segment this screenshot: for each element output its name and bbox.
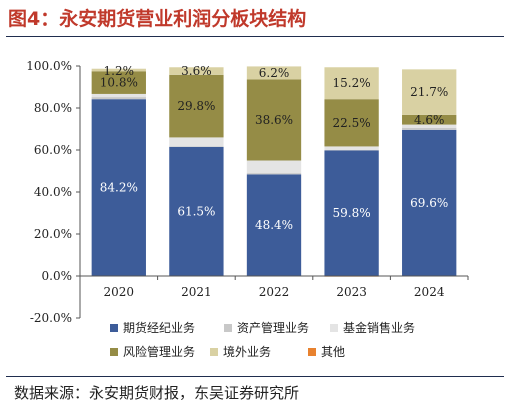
legend-swatch	[308, 348, 316, 356]
chart-area: -20.0% 0.0% 20.0% 40.0% 60.0% 80.0% 100.0% 2020…	[0, 40, 509, 374]
bar-segment	[169, 146, 224, 147]
bar-segment	[324, 146, 379, 150]
bar-segment	[91, 71, 146, 94]
legend-swatch	[110, 324, 118, 332]
data-label: 38.6%	[255, 113, 293, 127]
y-tick-label: 80.0%	[34, 101, 72, 115]
data-label: 61.5%	[177, 204, 215, 218]
x-tick-label: 2024	[414, 285, 445, 299]
y-tick-label: 60.0%	[34, 143, 72, 157]
bar-segment	[246, 174, 302, 276]
data-label: 48.4%	[255, 218, 293, 232]
data-label: 3.6%	[181, 64, 212, 78]
data-label: 6.2%	[259, 66, 290, 80]
legend-swatch	[110, 348, 118, 356]
bar-segment	[324, 67, 379, 100]
bar-segment	[246, 173, 302, 175]
bar-segment	[169, 74, 224, 138]
bar-segment	[246, 66, 302, 80]
data-label: 69.6%	[410, 196, 448, 210]
data-label: 21.7%	[410, 85, 448, 99]
bar-segment	[169, 137, 224, 147]
bar-segment	[402, 127, 457, 130]
data-label: 59.8%	[333, 206, 371, 220]
source-note: 数据来源：永安期货财报，东吴证券研究所	[14, 384, 300, 402]
bar-segment	[324, 150, 379, 276]
data-label: 22.5%	[333, 116, 371, 130]
x-tick-label: 2022	[259, 285, 290, 299]
data-label: 1.2%	[104, 64, 135, 78]
legend-swatch	[224, 324, 232, 332]
bar-segment	[246, 79, 302, 161]
title-divider	[6, 36, 504, 37]
source-divider	[6, 376, 504, 377]
legend-swatch	[330, 324, 338, 332]
data-label: 29.8%	[177, 99, 215, 113]
bar-segment	[402, 124, 457, 128]
legend-swatch	[210, 348, 218, 356]
x-tick-label: 2020	[104, 285, 135, 299]
bar-segment	[91, 99, 146, 277]
legend-label: 其他	[321, 345, 345, 359]
legend-label: 境外业务	[223, 344, 271, 359]
bar-segment	[324, 99, 379, 147]
legend-label: 风险管理业务	[123, 344, 195, 359]
legend-label: 基金销售业务	[343, 320, 415, 335]
x-tick-label: 2021	[181, 285, 212, 299]
data-label: 4.6%	[414, 113, 445, 127]
stacked-bar-chart: -20.0% 0.0% 20.0% 40.0% 60.0% 80.0% 100.0% 2020…	[26, 59, 469, 359]
bar-segment	[91, 93, 146, 98]
bar-segment	[169, 146, 224, 276]
legend-label: 资产管理业务	[237, 320, 309, 335]
y-tick-label: 20.0%	[34, 227, 72, 241]
y-tick-label: 0.0%	[42, 269, 73, 283]
figure-title: 图4：永安期货营业利润分板块结构	[8, 8, 307, 30]
bar-segment	[169, 67, 224, 75]
y-tick-label: -20.0%	[30, 311, 72, 325]
data-label: 84.2%	[100, 181, 138, 195]
bar-segment	[246, 160, 302, 174]
bar-segment	[91, 68, 146, 72]
bar-segment	[402, 114, 457, 125]
bar-segment	[324, 149, 379, 151]
y-tick-label: 40.0%	[34, 185, 72, 199]
x-tick-label: 2023	[336, 285, 367, 299]
bar-segment	[402, 69, 457, 115]
data-label: 15.2%	[333, 76, 371, 90]
legend-label: 期货经纪业务	[123, 320, 195, 335]
bar-segment	[402, 129, 457, 276]
bar-segment	[91, 97, 146, 100]
data-label: 10.8%	[100, 76, 138, 90]
y-tick-label: 100.0%	[26, 59, 72, 73]
